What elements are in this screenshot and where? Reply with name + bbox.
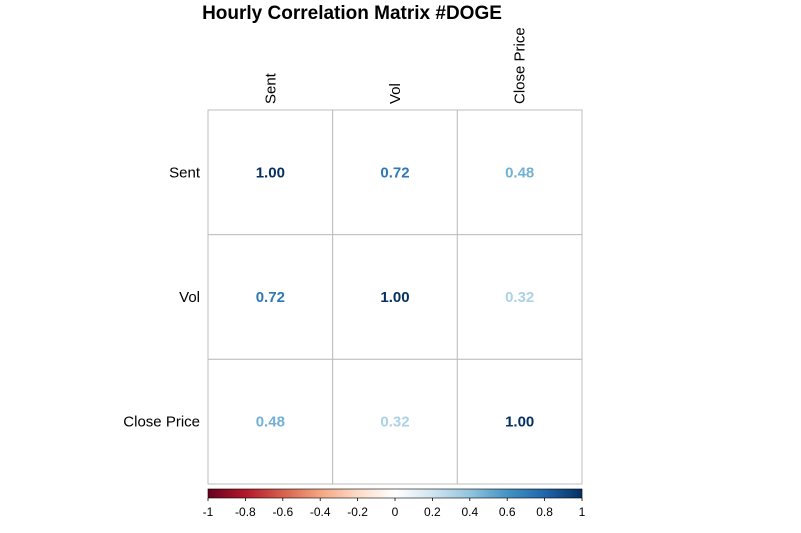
matrix-cell bbox=[332, 109, 458, 236]
color-scale-tick-label: 0.6 bbox=[499, 505, 516, 519]
color-scale-tick-label: -0.2 bbox=[347, 505, 368, 519]
matrix-cell bbox=[332, 234, 458, 360]
color-scale-tick-label: 0.2 bbox=[424, 505, 441, 519]
cell-value-label: 0.48 bbox=[256, 414, 285, 431]
color-scale-tick-label: 1 bbox=[579, 505, 586, 519]
matrix-grid bbox=[207, 109, 583, 485]
chart-title: Hourly Correlation Matrix #DOGE bbox=[202, 3, 502, 24]
column-label: Vol bbox=[387, 83, 404, 104]
matrix-cell bbox=[456, 109, 583, 236]
color-legend: -1 -0.8 -0.6 -0.4 -0.2 0 0.2 0.4 0.6 0.8 1 bbox=[203, 488, 586, 519]
row-label: Vol bbox=[179, 289, 200, 306]
cell-value-label: 0.32 bbox=[380, 414, 409, 431]
color-scale-tick-label: -0.8 bbox=[235, 505, 256, 519]
cell-value-label: 1.00 bbox=[505, 414, 534, 431]
cell-value-label: 1.00 bbox=[380, 289, 409, 306]
row-label: Close Price bbox=[123, 414, 200, 431]
row-label: Sent bbox=[169, 164, 201, 181]
cell-value-label: 0.72 bbox=[256, 289, 285, 306]
matrix-cell bbox=[456, 234, 583, 360]
matrix-cell bbox=[207, 234, 334, 360]
cell-value-label: 0.32 bbox=[505, 289, 534, 306]
color-scale-tick-label: -1 bbox=[203, 505, 214, 519]
column-label: Sent bbox=[262, 72, 279, 104]
matrix-cell bbox=[207, 109, 334, 236]
matrix-cell bbox=[332, 358, 458, 485]
color-scale-tick-label: -0.4 bbox=[310, 505, 331, 519]
column-label: Close Price bbox=[512, 27, 529, 104]
color-scale-tick-label: 0.4 bbox=[461, 505, 478, 519]
cell-value-label: 0.72 bbox=[380, 164, 409, 181]
matrix-cell bbox=[207, 358, 334, 485]
cell-value-label: 1.00 bbox=[256, 164, 285, 181]
cell-values: 1.00 0.72 0.48 0.72 1.00 0.32 0.48 0.32 1.00 bbox=[256, 164, 535, 430]
color-scale-tick-label: 0 bbox=[392, 505, 399, 519]
axis-labels: Sent Vol Close Price Sent Vol Close Price bbox=[123, 27, 528, 430]
cell-value-label: 0.48 bbox=[505, 164, 534, 181]
color-scale-bar bbox=[207, 488, 583, 499]
matrix-cell bbox=[456, 358, 583, 485]
color-scale-tick-label: 0.8 bbox=[536, 505, 553, 519]
color-scale-tick-label: -0.6 bbox=[272, 505, 293, 519]
